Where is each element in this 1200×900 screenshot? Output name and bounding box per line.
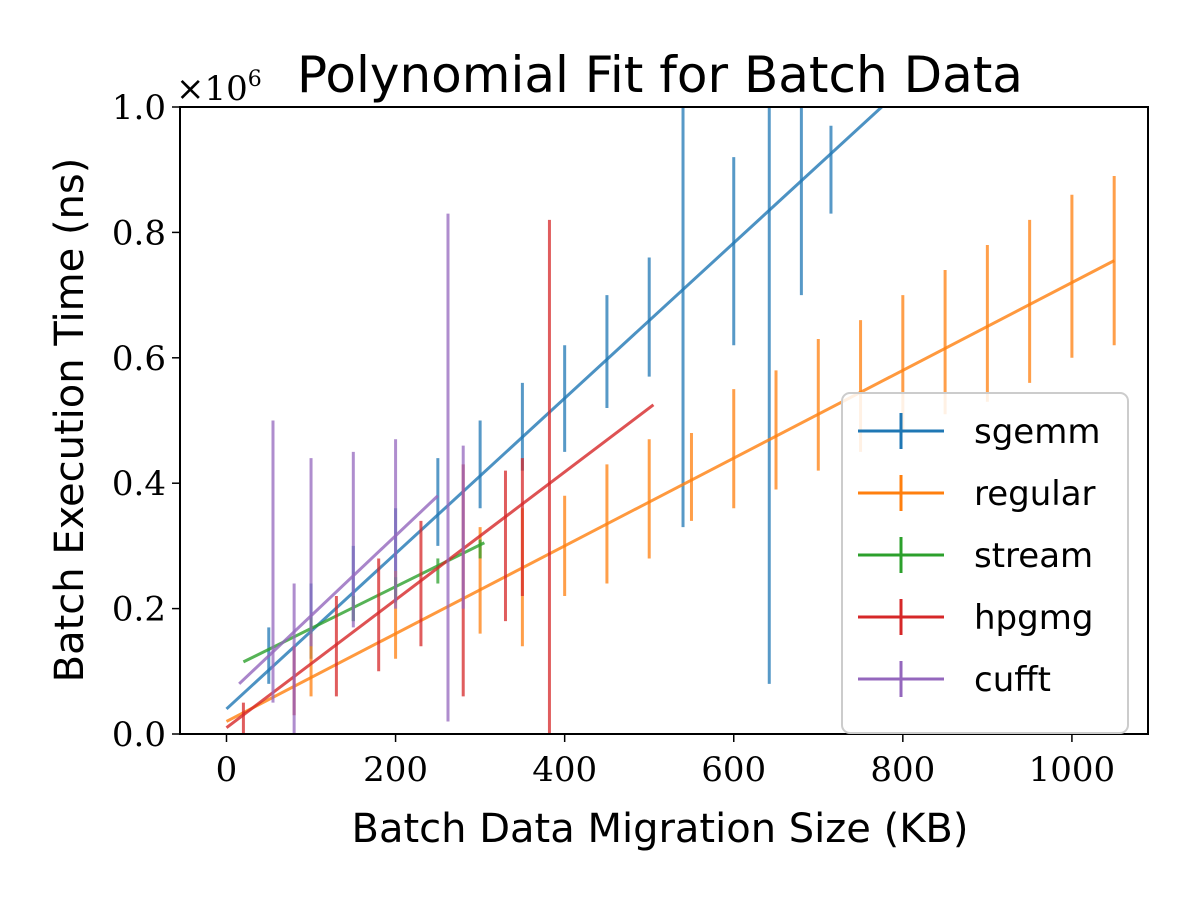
- legend-label-regular: regular: [974, 474, 1096, 514]
- y-axis-label: Batch Execution Time (ns): [47, 158, 93, 683]
- fit-line-cufft: [238, 494, 439, 685]
- y-tick-label: 0.2: [112, 590, 166, 630]
- y-tick-label: 0.8: [112, 213, 166, 253]
- x-tick-label: 800: [870, 750, 935, 790]
- legend-label-hpgmg: hpgmg: [974, 598, 1093, 638]
- plot-frame: [179, 106, 1149, 735]
- legend: sgemm regular stream hpgmg cufft: [841, 392, 1129, 734]
- series-regular: [225, 175, 1116, 723]
- x-tick-label: 200: [363, 750, 428, 790]
- x-axis: 0 200 400 600 800 1000: [216, 734, 1116, 790]
- y-axis: 0.0 0.2 0.4 0.6 0.8 1.0: [112, 88, 180, 755]
- x-axis-label: Batch Data Migration Size (KB): [352, 806, 969, 852]
- y-tick-label: 0.6: [112, 339, 166, 379]
- y-tick-label: 0.4: [112, 464, 166, 504]
- fit-line-regular: [225, 259, 1115, 723]
- y-multiplier-exponent: 6: [248, 67, 262, 92]
- series-cufft: [238, 213, 465, 734]
- series-hpgmg: [225, 219, 655, 734]
- x-tick-label: 600: [701, 750, 766, 790]
- legend-label-cufft: cufft: [974, 660, 1051, 700]
- y-tick-label: 0.0: [112, 715, 166, 755]
- x-tick-label: 0: [216, 750, 238, 790]
- y-multiplier: ×106: [176, 67, 262, 109]
- legend-label-stream: stream: [974, 536, 1093, 576]
- legend-box: [841, 392, 1129, 734]
- y-tick-label: 1.0: [112, 88, 166, 128]
- x-tick-label: 1000: [1029, 750, 1116, 790]
- chart-title: Polynomial Fit for Batch Data: [297, 46, 1023, 104]
- series-sgemm: [225, 105, 883, 711]
- fit-line-sgemm: [225, 105, 883, 711]
- plot-area: [225, 105, 1116, 734]
- y-multiplier-base: ×10: [176, 69, 248, 109]
- x-tick-label: 400: [532, 750, 597, 790]
- fit-line-hpgmg: [225, 403, 655, 729]
- legend-label-sgemm: sgemm: [974, 412, 1100, 452]
